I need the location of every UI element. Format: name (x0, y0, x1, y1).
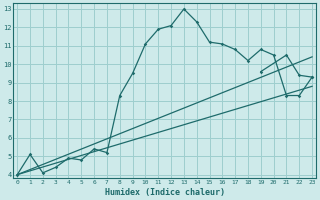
X-axis label: Humidex (Indice chaleur): Humidex (Indice chaleur) (105, 188, 225, 197)
